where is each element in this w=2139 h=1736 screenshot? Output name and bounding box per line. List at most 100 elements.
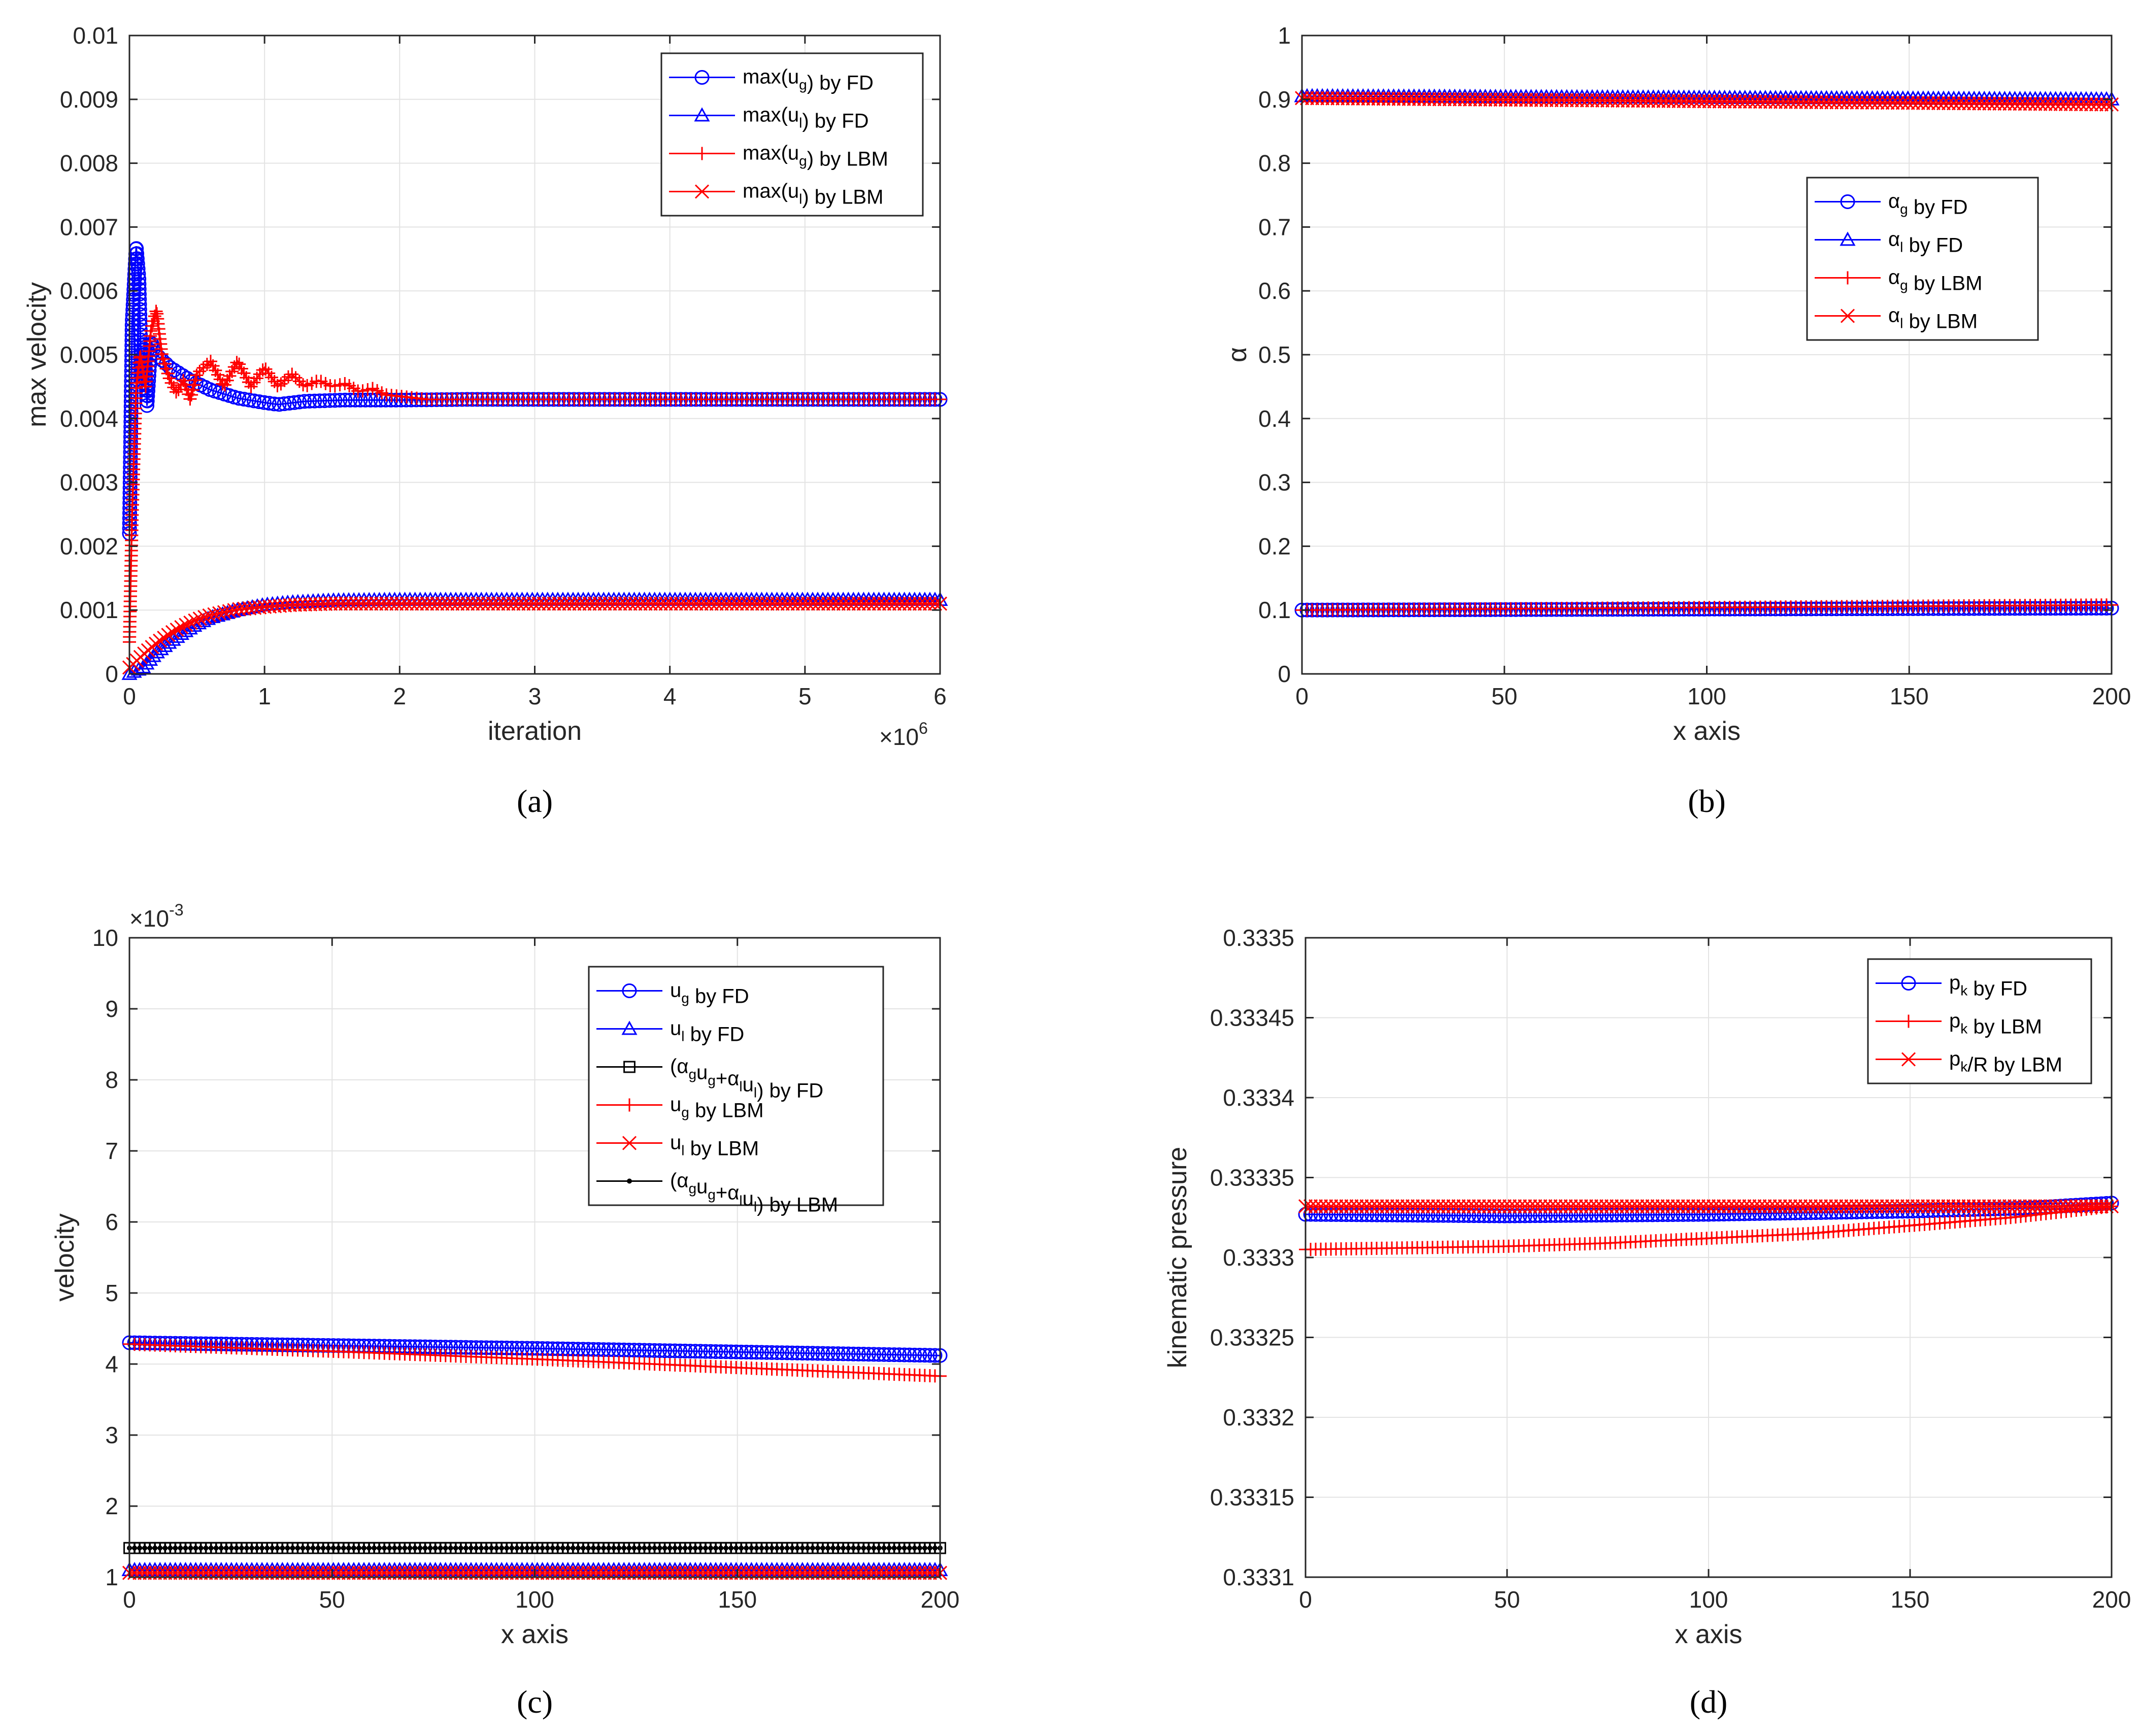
data-point: [300, 1545, 306, 1551]
data-point: [917, 596, 932, 611]
y-tick-label: 0.33335: [1210, 1165, 1294, 1191]
legend-b: αg by FD αl by FD αg by LBM αl by LBM: [1806, 177, 2039, 341]
y-axis-label: velocity: [50, 1213, 80, 1301]
data-point: [1977, 96, 1992, 111]
data-point: [897, 1347, 912, 1363]
data-point: [1951, 1199, 1966, 1214]
data-point: [1417, 92, 1431, 107]
data-point: [137, 1545, 143, 1551]
data-point: [509, 1545, 515, 1551]
data-point: [789, 1545, 795, 1551]
data-point: [1864, 1199, 1879, 1214]
data-point: [618, 596, 632, 611]
legend-marker: [621, 1020, 638, 1035]
data-point: [149, 636, 163, 651]
data-point: [1895, 1199, 1910, 1214]
data-point: [831, 596, 846, 611]
data-point: [129, 246, 145, 261]
data-point: [1900, 1204, 1915, 1219]
data-point: [348, 392, 363, 407]
data-point: [570, 1545, 576, 1551]
data-point: [657, 1545, 662, 1551]
data-point: [1992, 96, 2007, 111]
data-point: [1834, 1199, 1849, 1214]
data-point: [1870, 95, 1885, 110]
data-point: [662, 1343, 678, 1358]
data-point: [328, 596, 343, 611]
data-point: [1524, 92, 1539, 107]
data-point: [744, 1545, 749, 1551]
data-point: [653, 596, 668, 611]
data-point: [2058, 1199, 2073, 1214]
data-point: [1762, 1199, 1777, 1214]
data-point: [440, 596, 455, 611]
data-point: [1911, 1199, 1925, 1214]
data-point: [389, 596, 404, 611]
y-tick-label: 0.6: [1258, 278, 1291, 304]
data-point: [453, 1545, 458, 1551]
data-point: [223, 1545, 229, 1551]
x-tick-label: 0: [123, 1586, 136, 1613]
data-point: [1651, 93, 1666, 108]
data-point: [1650, 1207, 1665, 1222]
data-point: [1957, 96, 1971, 111]
data-point: [703, 1545, 708, 1551]
legend-label: ul by FD: [670, 1017, 744, 1046]
data-point: [1742, 1199, 1757, 1214]
data-point: [1880, 1199, 1894, 1214]
data-point: [677, 1545, 683, 1551]
legend-entry: max(ul) by FD: [669, 104, 869, 132]
data-point: [667, 1343, 683, 1358]
data-point: [1916, 1199, 1930, 1214]
data-point: [724, 596, 739, 611]
data-point: [1732, 94, 1747, 109]
data-point: [669, 596, 683, 611]
data-point: [145, 648, 162, 662]
data-point: [613, 596, 627, 611]
data-point: [1386, 91, 1401, 106]
data-point: [1819, 1199, 1833, 1214]
data-point: [907, 596, 922, 611]
data-point: [912, 596, 927, 611]
data-point: [1660, 1207, 1676, 1222]
data-point: [140, 393, 155, 409]
data-point: [343, 392, 358, 407]
data-point: [271, 379, 284, 393]
data-point: [638, 596, 653, 611]
data-point: [1315, 91, 1330, 106]
data-point: [249, 1545, 255, 1551]
data-point: [1768, 94, 1783, 109]
data-point: [1635, 1207, 1650, 1222]
data-point: [1493, 92, 1508, 107]
data-point: [1977, 1199, 1991, 1214]
data-point: [714, 596, 729, 611]
data-point: [830, 1545, 836, 1551]
data-point: [519, 1545, 525, 1551]
data-point: [2068, 97, 2083, 112]
data-point: [1558, 1199, 1573, 1214]
data-point: [861, 1545, 866, 1551]
data-point: [131, 277, 147, 292]
x-tick-label: 50: [1494, 1586, 1520, 1613]
data-point: [1701, 1199, 1716, 1214]
data-point: [2028, 96, 2043, 111]
data-point: [1502, 1208, 1517, 1223]
x-tick-label: 200: [921, 1586, 960, 1613]
data-point: [1773, 1199, 1787, 1214]
data-point: [131, 266, 146, 282]
data-point: [1788, 1199, 1802, 1214]
data-point: [1921, 95, 1935, 111]
data-point: [637, 1343, 652, 1358]
data-point: [1808, 1199, 1823, 1214]
data-point: [585, 1545, 591, 1551]
data-point: [815, 1545, 820, 1551]
data-point: [1916, 95, 1930, 110]
data-point: [597, 596, 612, 611]
data-point: [1375, 1207, 1390, 1222]
data-point: [1829, 1199, 1844, 1214]
data-point: [592, 596, 607, 611]
series-b-2: [1295, 598, 2118, 617]
data-point: [846, 1346, 861, 1361]
data-point: [405, 596, 419, 611]
data-point: [369, 596, 384, 611]
